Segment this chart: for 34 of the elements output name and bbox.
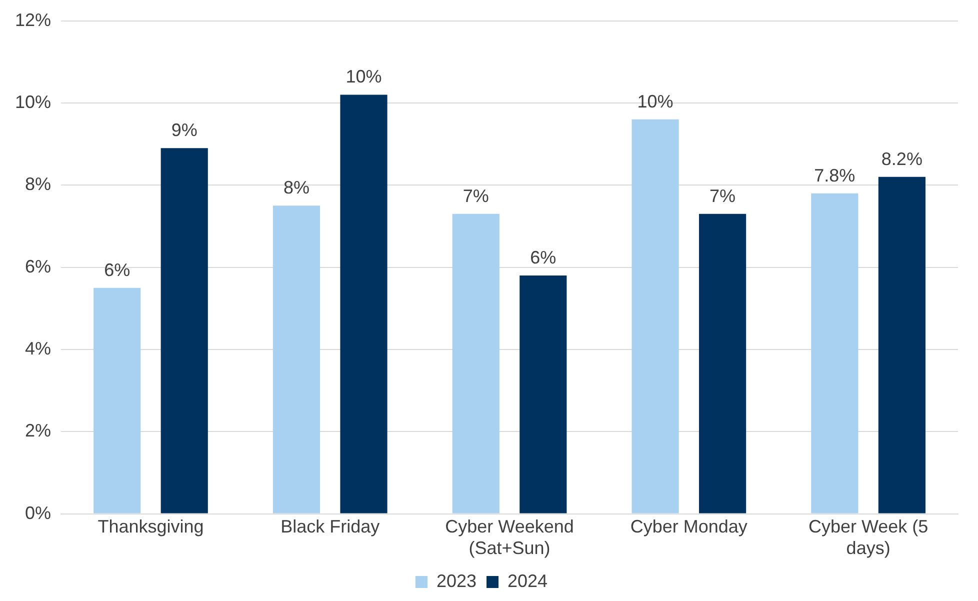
y-tick-label: 10% — [14, 92, 52, 112]
x-tick-label: Thanksgiving — [98, 516, 204, 537]
bar — [452, 214, 500, 514]
data-label: 7% — [462, 186, 489, 206]
x-tick-label: Cyber Week (5 days) — [808, 516, 928, 558]
legend-label: 2024 — [508, 570, 548, 591]
x-tick-label: Cyber Weekend (Sat+Sun) — [445, 516, 574, 558]
data-label: 7% — [710, 186, 736, 206]
data-label: 6% — [530, 247, 556, 268]
bar — [520, 276, 567, 514]
data-label: 10% — [637, 91, 674, 112]
data-label: 8.2% — [881, 148, 922, 169]
y-tick-label: 8% — [25, 174, 52, 194]
x-tick-label: Cyber Monday — [630, 516, 748, 537]
data-label: 8% — [283, 178, 310, 198]
data-label: 9% — [171, 120, 198, 140]
data-label: 10% — [346, 66, 382, 87]
bar — [160, 148, 208, 514]
legend-label: 2023 — [436, 570, 477, 591]
bar — [878, 176, 926, 514]
bar — [272, 206, 320, 514]
y-tick-label: 6% — [25, 256, 52, 276]
data-label: 7.8% — [814, 165, 856, 186]
x-tick-label: Black Friday — [280, 516, 380, 537]
y-tick-label: 0% — [25, 502, 52, 523]
bar — [340, 94, 388, 514]
bar — [699, 214, 746, 514]
bar — [94, 288, 141, 514]
bar — [811, 193, 858, 514]
y-tick-label: 12% — [14, 10, 52, 30]
data-label: 6% — [104, 260, 130, 280]
bar — [632, 119, 679, 514]
y-tick-label: 2% — [25, 420, 52, 441]
y-tick-label: 4% — [25, 338, 52, 358]
